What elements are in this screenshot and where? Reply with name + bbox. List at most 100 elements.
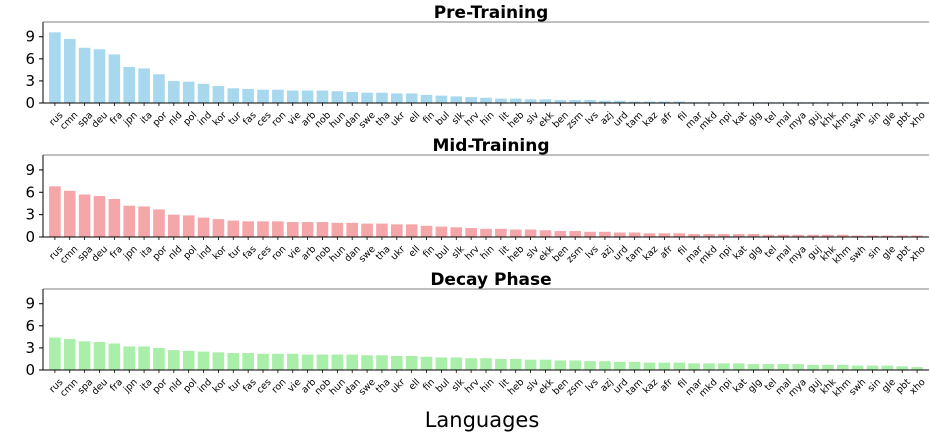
- bar-xho: [911, 235, 923, 237]
- bar-rus: [49, 186, 61, 237]
- bar-lvs: [584, 231, 596, 237]
- bar-tam: [628, 232, 641, 237]
- bar-jpn: [123, 346, 136, 370]
- x-tick-label: zsm: [564, 244, 585, 265]
- bar-hrv: [465, 228, 477, 237]
- x-tick-label: heb: [506, 110, 526, 130]
- y-tick-label: 6: [25, 317, 35, 335]
- bar-ell: [405, 224, 418, 237]
- bar-ell: [405, 356, 418, 370]
- bar-swe: [361, 92, 373, 103]
- bar-khm: [836, 234, 849, 237]
- bar-khk: [822, 364, 834, 370]
- bar-mar: [688, 363, 700, 370]
- bar-ekk: [539, 359, 552, 370]
- bar-dan: [346, 91, 359, 103]
- panel-3: Decay Phase0369ruscmnspadeufrajpnitaporn…: [25, 270, 929, 399]
- bar-ces: [257, 89, 269, 103]
- bar-slv: [524, 229, 537, 237]
- bar-guj: [807, 364, 819, 370]
- bar-spa: [78, 47, 91, 103]
- x-tick-label: hin: [478, 110, 496, 128]
- bar-fin: [420, 356, 433, 370]
- bar-ron: [272, 353, 284, 370]
- bar-hun: [331, 354, 344, 370]
- bar-jpn: [123, 205, 136, 237]
- bar-heb: [509, 358, 522, 370]
- bar-swe: [361, 223, 373, 237]
- bar-bul: [435, 226, 448, 237]
- y-tick-label: 9: [25, 295, 35, 313]
- bar-spa: [78, 194, 91, 237]
- bar-tur: [227, 353, 240, 370]
- bar-khm: [836, 364, 849, 370]
- bar-hin: [480, 97, 492, 103]
- bar-afr: [658, 233, 671, 237]
- bar-ita: [138, 68, 150, 103]
- bar-rus: [49, 337, 61, 370]
- bar-spa: [78, 341, 91, 370]
- bar-tha: [376, 355, 388, 370]
- y-tick-label: 6: [25, 50, 35, 68]
- bar-mya: [792, 364, 804, 370]
- bar-kaz: [643, 101, 656, 103]
- bar-nld: [168, 214, 180, 237]
- x-tick-label: ell: [407, 377, 423, 393]
- bar-afr: [658, 101, 671, 103]
- bar-fra: [108, 343, 121, 370]
- bar-khk: [822, 234, 834, 237]
- bar-ukr: [391, 224, 403, 237]
- bar-glg: [747, 234, 760, 237]
- bar-ron: [272, 89, 284, 103]
- bar-urd: [613, 232, 626, 237]
- bar-dan: [346, 222, 359, 237]
- bar-ces: [257, 353, 269, 370]
- bar-mkd: [703, 363, 715, 370]
- bar-rus: [49, 32, 61, 104]
- bar-hin: [480, 228, 492, 237]
- panel-title: Decay Phase: [430, 270, 551, 290]
- x-tick-label: ukr: [389, 110, 408, 129]
- bar-slv: [524, 99, 537, 103]
- bar-kaz: [643, 362, 656, 370]
- bar-ell: [405, 93, 418, 103]
- y-tick-label: 0: [25, 361, 35, 379]
- bar-fil: [673, 233, 686, 237]
- x-tick-label: afr: [658, 244, 675, 261]
- bar-tel: [762, 234, 775, 237]
- x-tick-label: afr: [658, 110, 675, 127]
- bar-kor: [212, 352, 225, 370]
- x-tick-label: deu: [90, 377, 110, 397]
- x-tick-label: jpn: [121, 110, 140, 129]
- bar-slk: [450, 357, 463, 370]
- panel-title: Mid-Training: [432, 136, 549, 156]
- bar-pol: [182, 215, 195, 237]
- bar-urd: [613, 361, 626, 370]
- x-tick-label: hin: [478, 244, 496, 262]
- x-tick-label: heb: [506, 244, 526, 264]
- bar-bul: [435, 357, 448, 370]
- bar-azj: [599, 361, 611, 370]
- bar-gle: [881, 235, 894, 237]
- bar-fas: [242, 221, 254, 237]
- bar-swh: [851, 365, 864, 370]
- bar-heb: [509, 98, 522, 103]
- bar-nob: [316, 354, 329, 370]
- bar-tam: [628, 101, 641, 103]
- bar-cmn: [63, 339, 76, 370]
- bar-kaz: [643, 233, 656, 237]
- bar-ind: [197, 83, 210, 103]
- bar-tel: [762, 364, 775, 370]
- bar-ben: [554, 100, 567, 103]
- bar-tur: [227, 88, 240, 103]
- bar-vie: [286, 222, 299, 237]
- bar-fas: [242, 353, 254, 370]
- x-tick-label: xho: [908, 244, 928, 264]
- bar-mal: [777, 234, 790, 237]
- bar-lvs: [584, 100, 596, 103]
- bar-ita: [138, 346, 150, 370]
- x-tick-label: heb: [506, 377, 526, 397]
- bar-mya: [792, 234, 804, 237]
- bar-ces: [257, 221, 269, 237]
